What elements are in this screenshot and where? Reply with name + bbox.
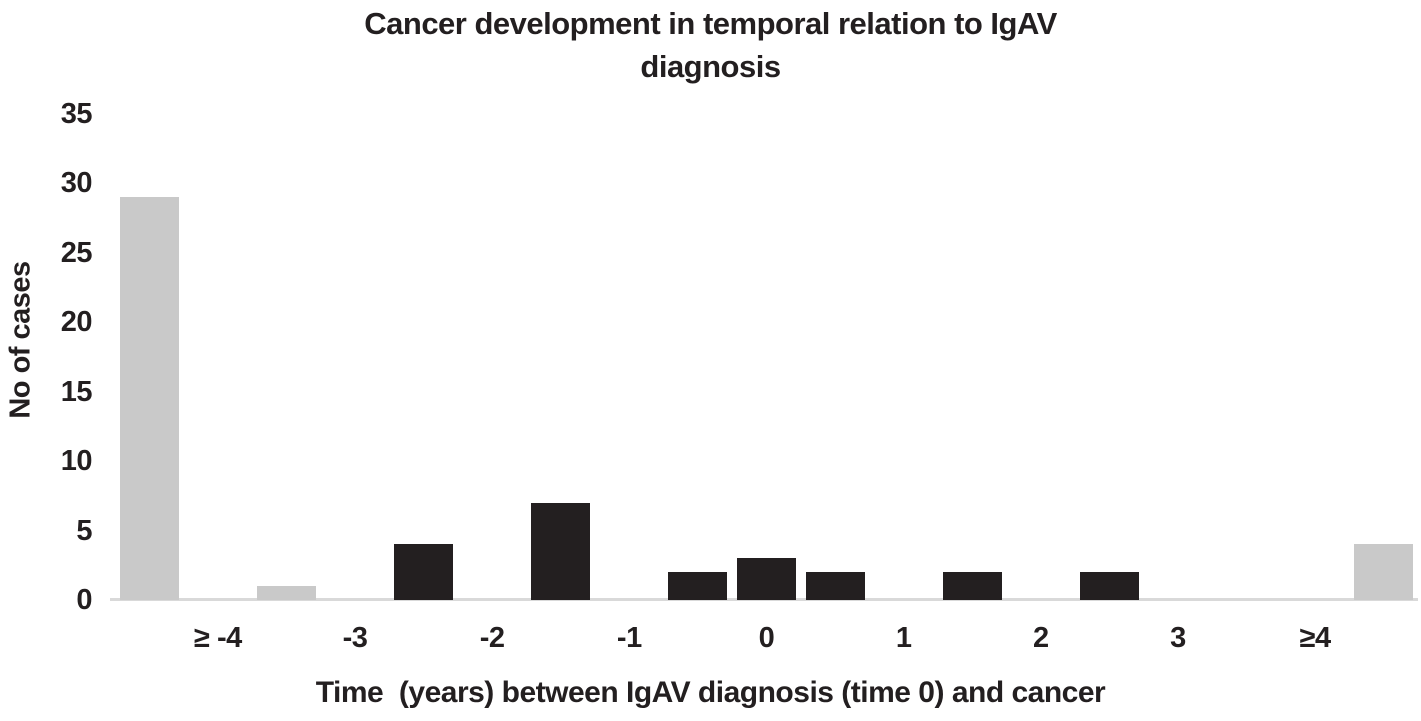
y-tick-label: 30 xyxy=(60,167,93,200)
bar-x--0.5 xyxy=(668,572,728,600)
x-axis-title: Time (years) between IgAV diagnosis (tim… xyxy=(315,676,1106,709)
chart-title: Cancer development in temporal relation … xyxy=(0,2,1421,88)
chart-title-line-1: Cancer development in temporal relation … xyxy=(364,6,1057,41)
x-tick-label: 2 xyxy=(1032,622,1049,654)
bar-x--3.5 xyxy=(256,586,316,600)
bar-x--1.5 xyxy=(531,502,591,600)
x-tick-label: -3 xyxy=(342,622,368,654)
bar-x-1.5 xyxy=(942,572,1002,600)
y-tick-label: 5 xyxy=(76,514,92,547)
bar-x-4.5 xyxy=(1354,544,1414,600)
y-tick-label: 25 xyxy=(60,236,93,269)
y-axis-ticks: 0 5 10 15 20 25 30 35 xyxy=(40,0,93,721)
x-tick-label: 0 xyxy=(758,622,775,654)
y-tick-label: 20 xyxy=(60,306,93,339)
bar-x-0.5 xyxy=(805,572,865,600)
x-tick-label: ≥ -4 xyxy=(193,622,242,654)
y-tick-label: 10 xyxy=(60,445,93,478)
bar-x--2.5 xyxy=(394,544,454,600)
bar-x-0 xyxy=(737,558,796,600)
y-tick-label: 35 xyxy=(60,98,93,130)
x-tick-label: ≥4 xyxy=(1299,622,1332,654)
chart-title-line-2: diagnosis xyxy=(640,49,781,84)
x-tick-label: 3 xyxy=(1170,622,1186,654)
y-tick-label: 0 xyxy=(76,584,92,616)
x-tick-label: -2 xyxy=(479,622,505,654)
bar-x--4.5 xyxy=(119,197,179,600)
y-tick-label: 15 xyxy=(60,375,93,408)
x-tick-label: -1 xyxy=(616,622,642,654)
bar-x-2.5 xyxy=(1079,572,1139,600)
x-tick-label: 1 xyxy=(895,622,912,654)
